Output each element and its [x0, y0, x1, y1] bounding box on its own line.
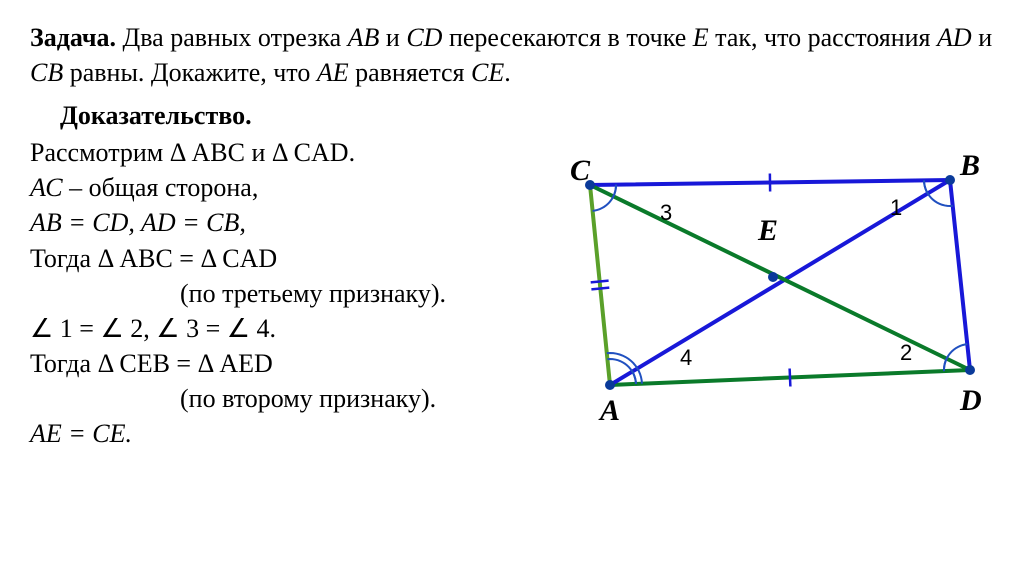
proof-text: Рассмотрим Δ АВС и Δ CAD. АС – общая сто… — [30, 135, 510, 451]
segment-ce: СЕ — [471, 58, 504, 87]
problem-text-3: пересекаются в точке — [442, 23, 692, 52]
proof-line-1: Рассмотрим Δ АВС и Δ CAD. — [30, 135, 510, 170]
proof-line-5: (по третьему признаку). — [30, 276, 510, 311]
point-e: Е — [693, 23, 709, 52]
proof-line-7: Тогда Δ CEB = Δ AED — [30, 346, 510, 381]
segment-ab: АВ — [348, 23, 380, 52]
problem-text-7: равняется — [349, 58, 471, 87]
proof-line-3: АВ = CD, AD = CB, — [30, 205, 510, 240]
proof-line-2b: – общая сторона, — [63, 173, 259, 202]
problem-text-1: Два равных отрезка — [116, 23, 348, 52]
problem-text-2: и — [379, 23, 406, 52]
svg-text:E: E — [757, 214, 778, 247]
proof-line-6: ∠ 1 = ∠ 2, ∠ 3 = ∠ 4. — [30, 311, 510, 346]
proof-line-2: АС – общая сторона, — [30, 170, 510, 205]
problem-text-8: . — [504, 58, 511, 87]
problem-text-4: так, что расстояния — [709, 23, 937, 52]
segment-cd: CD — [406, 23, 442, 52]
problem-label: Задача. — [30, 23, 116, 52]
problem-text-6: равны. Докажите, что — [63, 58, 317, 87]
proof-line-9: АЕ = СЕ. — [30, 416, 510, 451]
problem-text-5: и — [972, 23, 992, 52]
svg-text:3: 3 — [660, 200, 672, 225]
svg-text:4: 4 — [680, 345, 692, 370]
segment-ae: АЕ — [317, 58, 349, 87]
proof-line-2a: АС — [30, 173, 63, 202]
problem-statement: Задача. Два равных отрезка АВ и CD перес… — [30, 20, 994, 90]
svg-text:A: A — [598, 394, 620, 427]
geometry-diagram: C B A D E 1 2 3 4 — [530, 135, 990, 455]
svg-text:D: D — [959, 384, 982, 417]
diagram: C B A D E 1 2 3 4 — [510, 135, 994, 455]
svg-text:2: 2 — [900, 340, 912, 365]
svg-text:C: C — [570, 154, 591, 187]
svg-text:B: B — [959, 149, 980, 182]
proof-line-8: (по второму признаку). — [30, 381, 510, 416]
svg-text:1: 1 — [890, 195, 902, 220]
proof-header: Доказательство. — [60, 98, 994, 133]
segment-ad: AD — [937, 23, 972, 52]
proof-line-4: Тогда Δ АВС = Δ CAD — [30, 241, 510, 276]
content-row: Рассмотрим Δ АВС и Δ CAD. АС – общая сто… — [30, 135, 994, 455]
segment-cb: СВ — [30, 58, 63, 87]
